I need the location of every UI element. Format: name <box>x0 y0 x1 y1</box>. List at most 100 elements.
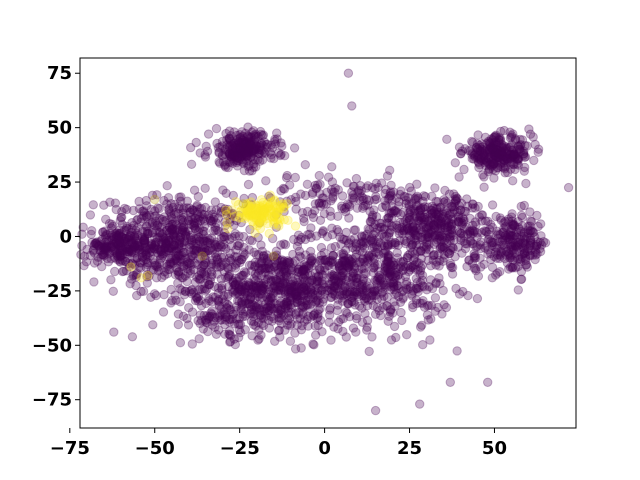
scatter-point-class-0-593 <box>114 229 124 239</box>
scatter-point-class-0-1308 <box>244 295 255 305</box>
scatter-point-class-0-430 <box>175 196 186 206</box>
scatter-point-class-0-292 <box>139 238 150 248</box>
scatter-point-class-0-596 <box>164 228 174 238</box>
scatter-point-class-0-278 <box>187 215 197 225</box>
scatter-point-class-0-3238 <box>325 206 335 217</box>
scatter-point-class-0-237 <box>230 229 241 239</box>
scatter-point-class-0-272 <box>198 240 208 250</box>
scatter-point-class-0-103 <box>161 236 171 246</box>
scatter-point-class-0-137 <box>130 231 140 241</box>
scatter-point-class-0-3211 <box>337 191 348 201</box>
scatter-point-class-0-681 <box>131 240 141 250</box>
scatter-point-class-0-710 <box>96 240 106 250</box>
scatter-point-class-0-333 <box>88 246 98 256</box>
scatter-point-class-0-3334 <box>445 377 455 387</box>
scatter-point-class-0-2372 <box>459 236 469 246</box>
scatter-point-class-0-325 <box>205 238 215 249</box>
scatter-point-class-0-287 <box>210 225 221 235</box>
scatter-point-class-0-3325 <box>220 319 230 330</box>
scatter-point-class-0-314 <box>134 204 145 214</box>
scatter-point-class-0-453 <box>169 255 180 266</box>
scatter-point-class-0-401 <box>122 221 132 232</box>
scatter-point-class-0-581 <box>136 258 146 268</box>
scatter-point-class-0-204 <box>137 252 148 262</box>
scatter-point-class-0-440 <box>222 210 233 221</box>
scatter-point-class-0-415 <box>149 243 159 254</box>
scatter-point-class-0-382 <box>201 298 211 309</box>
scatter-point-class-0-374 <box>198 212 209 223</box>
scatter-point-class-0-652 <box>127 259 138 269</box>
scatter-point-class-0-473 <box>169 246 179 257</box>
scatter-point-class-0-79 <box>169 209 179 219</box>
scatter-point-class-0-70 <box>117 250 128 260</box>
scatter-point-class-0-2792 <box>508 176 518 186</box>
scatter-point-class-0-638 <box>164 248 174 258</box>
scatter-point-class-0-461 <box>107 219 117 230</box>
scatter-point-class-0-398 <box>192 207 203 217</box>
scatter-point-class-0-307 <box>116 231 127 242</box>
scatter-point-class-0-2295 <box>351 249 362 259</box>
scatter-point-class-0-353 <box>232 252 242 262</box>
scatter-point-class-0-147 <box>185 207 195 217</box>
scatter-point-class-0-1219 <box>223 292 233 302</box>
scatter-point-class-0-372 <box>236 254 246 265</box>
scatter-point-class-0-3271 <box>278 183 288 194</box>
scatter-point-class-0-59 <box>182 257 192 267</box>
scatter-point-class-0-2235 <box>416 246 426 257</box>
scatter-point-class-0-32 <box>173 250 184 260</box>
scatter-point-class-0-129 <box>186 212 196 223</box>
scatter-point-class-0-422 <box>141 254 151 265</box>
scatter-point-class-0-1579 <box>396 307 406 318</box>
scatter-point-class-0-1368 <box>257 319 267 329</box>
scatter-point-class-0-697 <box>97 243 107 253</box>
scatter-point-class-0-1293 <box>217 285 227 295</box>
scatter-point-class-0-560 <box>120 256 131 267</box>
scatter-point-class-0-562 <box>190 223 200 234</box>
scatter-point-class-0-2875 <box>450 158 460 168</box>
scatter-point-class-0-714 <box>127 238 138 248</box>
scatter-point-class-0-467 <box>149 258 160 268</box>
y-axis: −75 −50 −25 0 25 50 75 <box>32 63 80 411</box>
scatter-point-class-0-2386 <box>402 252 412 263</box>
scatter-point-class-0-215 <box>108 286 119 296</box>
scatter-point-class-0-505 <box>166 208 176 218</box>
scatter-point-class-1-50 <box>221 205 231 215</box>
scatter-point-class-0-1009 <box>166 298 176 308</box>
scatter-point-class-0-243 <box>136 213 147 224</box>
scatter-point-class-0-3332 <box>370 405 381 416</box>
scatter-point-class-0-517 <box>177 223 188 233</box>
scatter-point-class-0-257 <box>154 266 164 276</box>
scatter-point-class-0-1953 <box>433 302 443 313</box>
scatter-point-class-0-427 <box>146 244 157 254</box>
scatter-point-class-0-1815 <box>367 332 377 342</box>
scatter-point-class-0-628 <box>108 221 118 231</box>
scatter-point-class-0-410 <box>151 261 162 272</box>
x-tick-label-4: 25 <box>397 438 422 459</box>
scatter-point-class-0-145 <box>124 262 135 272</box>
scatter-point-class-0-383 <box>222 231 232 241</box>
scatter-point-class-0-438 <box>124 233 134 243</box>
scatter-point-class-0-503 <box>176 242 187 253</box>
scatter-point-class-0-619 <box>164 237 175 247</box>
scatter-point-class-0-146 <box>86 229 96 240</box>
scatter-point-class-0-209 <box>220 217 230 227</box>
scatter-point-class-0-162 <box>178 204 189 215</box>
scatter-point-class-0-2864 <box>519 166 529 176</box>
scatter-point-class-0-463 <box>130 254 140 264</box>
scatter-point-class-0-310 <box>187 251 198 261</box>
scatter-point-class-0-570 <box>190 249 200 259</box>
scatter-point-class-0-565 <box>207 216 218 227</box>
scatter-point-class-0-715 <box>113 239 123 249</box>
scatter-point-class-0-612 <box>121 225 131 236</box>
scatter-point-class-0-441 <box>198 267 209 277</box>
scatter-point-class-0-3158 <box>506 241 516 252</box>
scatter-point-class-0-527 <box>163 245 173 255</box>
scatter-point-class-0-92 <box>158 249 169 259</box>
scatter-point-class-0-3326 <box>215 309 226 319</box>
scatter-point-class-0-1273 <box>180 286 191 296</box>
scatter-point-class-0-576 <box>205 235 215 245</box>
scatter-point-class-0-327 <box>201 236 212 246</box>
scatter-point-class-0-2691 <box>233 152 243 162</box>
scatter-point-class-0-615 <box>221 257 231 268</box>
scatter-point-class-0-394 <box>175 215 186 225</box>
